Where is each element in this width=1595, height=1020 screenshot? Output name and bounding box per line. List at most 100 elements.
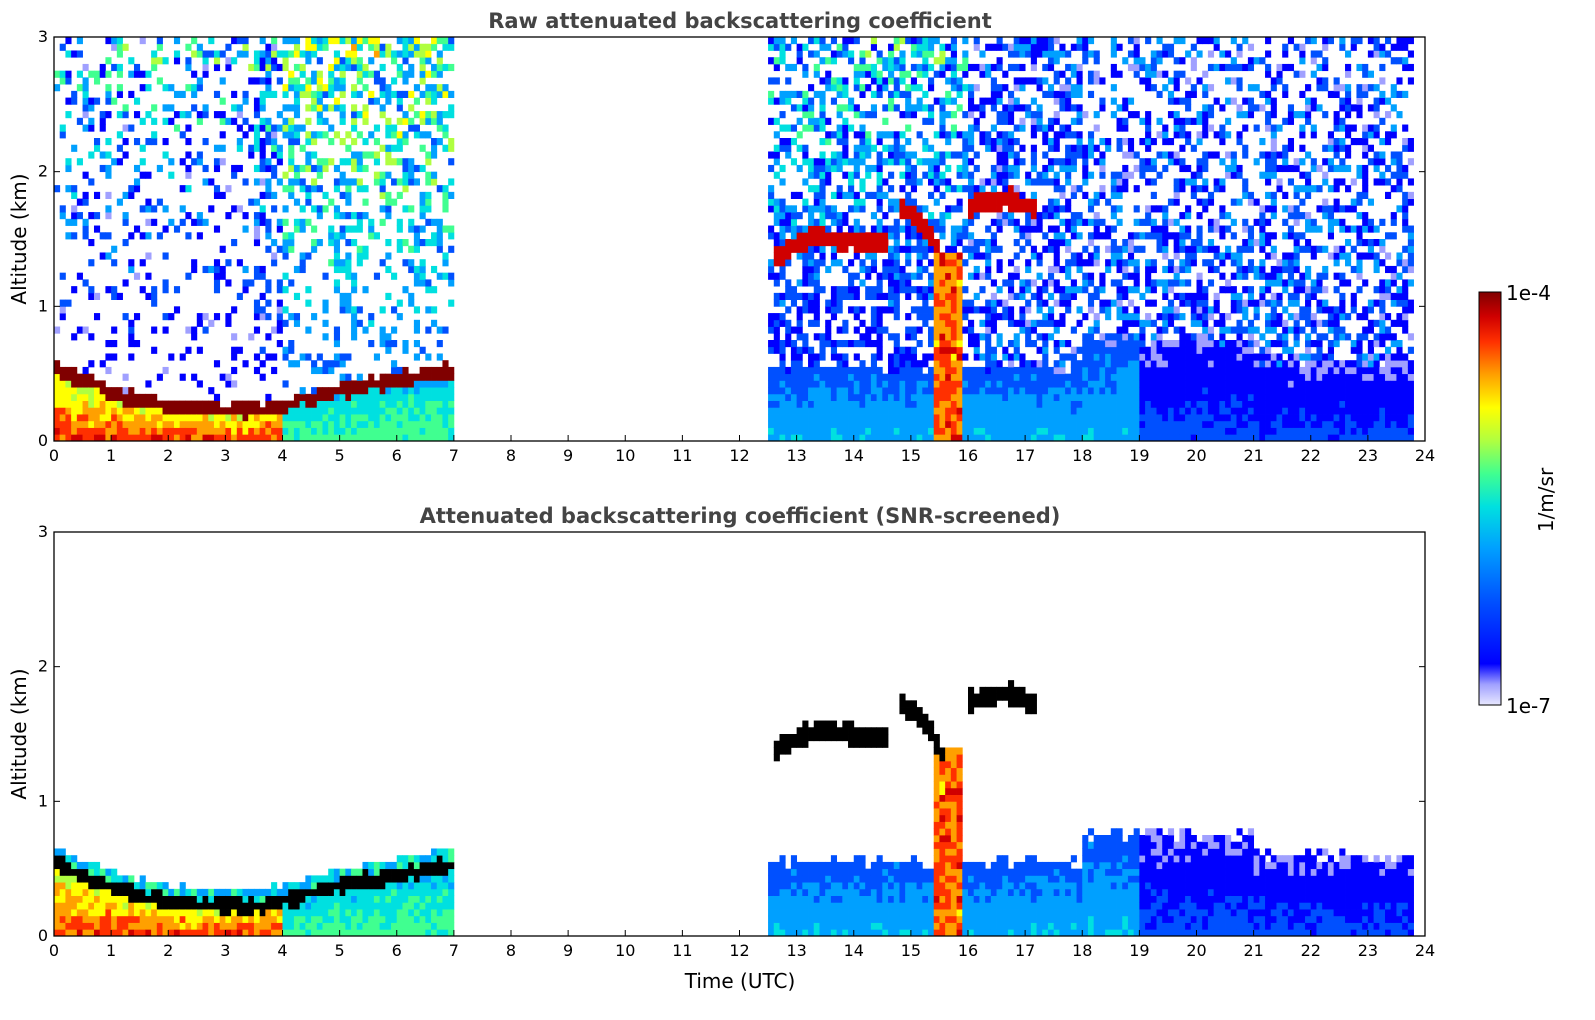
heatmap-cell xyxy=(282,131,289,139)
heatmap-cell xyxy=(910,43,917,51)
heatmap-cell xyxy=(1219,158,1226,166)
heatmap-cell xyxy=(368,393,375,401)
heatmap-cell xyxy=(1213,178,1220,186)
heatmap-cell xyxy=(65,380,72,388)
heatmap-cell xyxy=(339,373,346,381)
heatmap-cell xyxy=(1013,84,1020,92)
heatmap-cell xyxy=(790,90,798,98)
heatmap-cell xyxy=(888,104,895,112)
heatmap-cell xyxy=(922,171,929,179)
raw-heatmap xyxy=(54,37,1414,442)
heatmap-cell xyxy=(1173,111,1180,119)
heatmap-cell xyxy=(402,239,409,247)
heatmap-cell xyxy=(333,340,341,348)
heatmap-cell xyxy=(1167,373,1175,381)
heatmap-cell xyxy=(322,366,329,375)
heatmap-cell xyxy=(368,414,375,422)
heatmap-cell xyxy=(1145,360,1152,368)
heatmap-cell xyxy=(1007,63,1015,72)
heatmap-cell xyxy=(1116,265,1123,274)
heatmap-cell xyxy=(819,387,826,395)
heatmap-cell xyxy=(819,252,826,260)
heatmap-cell xyxy=(368,400,375,408)
heatmap-cell xyxy=(276,400,283,408)
heatmap-cell xyxy=(288,117,295,125)
heatmap-cell xyxy=(1230,346,1237,354)
heatmap-cell xyxy=(448,104,455,112)
heatmap-cell xyxy=(1082,259,1089,267)
heatmap-cell xyxy=(402,70,409,78)
heatmap-cell xyxy=(905,400,912,408)
heatmap-cell xyxy=(768,185,775,193)
heatmap-cell xyxy=(996,97,1003,105)
heatmap-cell xyxy=(1082,50,1089,58)
heatmap-cell xyxy=(396,313,403,321)
heatmap-cell xyxy=(339,306,346,314)
heatmap-cell xyxy=(1030,427,1037,435)
heatmap-cell xyxy=(899,279,906,287)
heatmap-cell xyxy=(1213,43,1220,51)
heatmap-cell xyxy=(311,420,318,428)
heatmap-cell xyxy=(1065,164,1072,173)
heatmap-cell xyxy=(1196,111,1203,119)
heatmap-cell xyxy=(1162,292,1169,300)
heatmap-cell xyxy=(311,131,318,139)
heatmap-cell xyxy=(933,158,940,166)
heatmap-cell xyxy=(905,286,912,294)
heatmap-cell xyxy=(231,306,238,314)
heatmap-cell xyxy=(922,286,929,294)
heatmap-cell xyxy=(276,245,283,253)
heatmap-cell xyxy=(1122,313,1129,321)
heatmap-cell xyxy=(391,90,398,98)
heatmap-cell xyxy=(413,427,420,435)
heatmap-cell xyxy=(156,407,163,415)
heatmap-cell xyxy=(122,400,129,408)
heatmap-cell xyxy=(1030,43,1037,51)
heatmap-cell xyxy=(990,144,997,152)
heatmap-cell xyxy=(1139,393,1146,401)
heatmap-cell xyxy=(1162,380,1169,388)
heatmap-cell xyxy=(796,306,803,314)
heatmap-cell xyxy=(819,333,826,341)
heatmap-cell xyxy=(910,333,917,341)
heatmap-cell xyxy=(191,407,198,415)
heatmap-cell xyxy=(293,292,301,300)
heatmap-cell xyxy=(282,239,289,247)
heatmap-cell xyxy=(922,292,929,300)
heatmap-cell xyxy=(1167,77,1175,85)
heatmap-cell xyxy=(996,138,1003,146)
heatmap-cell xyxy=(773,205,780,213)
heatmap-cell xyxy=(116,400,123,408)
heatmap-cell xyxy=(265,131,272,139)
heatmap-cell xyxy=(950,340,957,348)
heatmap-cell xyxy=(71,205,78,213)
heatmap-cell xyxy=(785,333,792,341)
heatmap-cell xyxy=(1002,380,1009,388)
heatmap-cell xyxy=(1202,353,1209,361)
heatmap-cell xyxy=(265,232,272,240)
heatmap-cell xyxy=(1093,360,1100,368)
heatmap-cell xyxy=(973,387,980,395)
heatmap-cell xyxy=(71,144,78,152)
heatmap-cell xyxy=(82,380,89,388)
heatmap-cell xyxy=(305,218,312,226)
heatmap-cell xyxy=(1093,111,1100,119)
heatmap-cell xyxy=(328,259,335,267)
heatmap-cell xyxy=(1093,144,1100,152)
heatmap-cell xyxy=(819,178,826,186)
heatmap-cell xyxy=(853,373,860,381)
heatmap-cell xyxy=(842,265,849,274)
heatmap-cell xyxy=(945,43,952,51)
heatmap-cell xyxy=(333,57,341,65)
heatmap-cell xyxy=(1002,131,1009,139)
heatmap-cell xyxy=(82,434,89,442)
heatmap-cell xyxy=(1225,225,1232,233)
heatmap-cell xyxy=(1225,252,1232,260)
heatmap-cell xyxy=(1202,360,1209,368)
heatmap-cell xyxy=(1122,164,1129,173)
heatmap-cell xyxy=(968,414,975,422)
heatmap-cell xyxy=(333,286,341,294)
heatmap-cell xyxy=(1190,245,1197,253)
heatmap-cell xyxy=(830,427,838,435)
heatmap-cell xyxy=(848,286,855,294)
